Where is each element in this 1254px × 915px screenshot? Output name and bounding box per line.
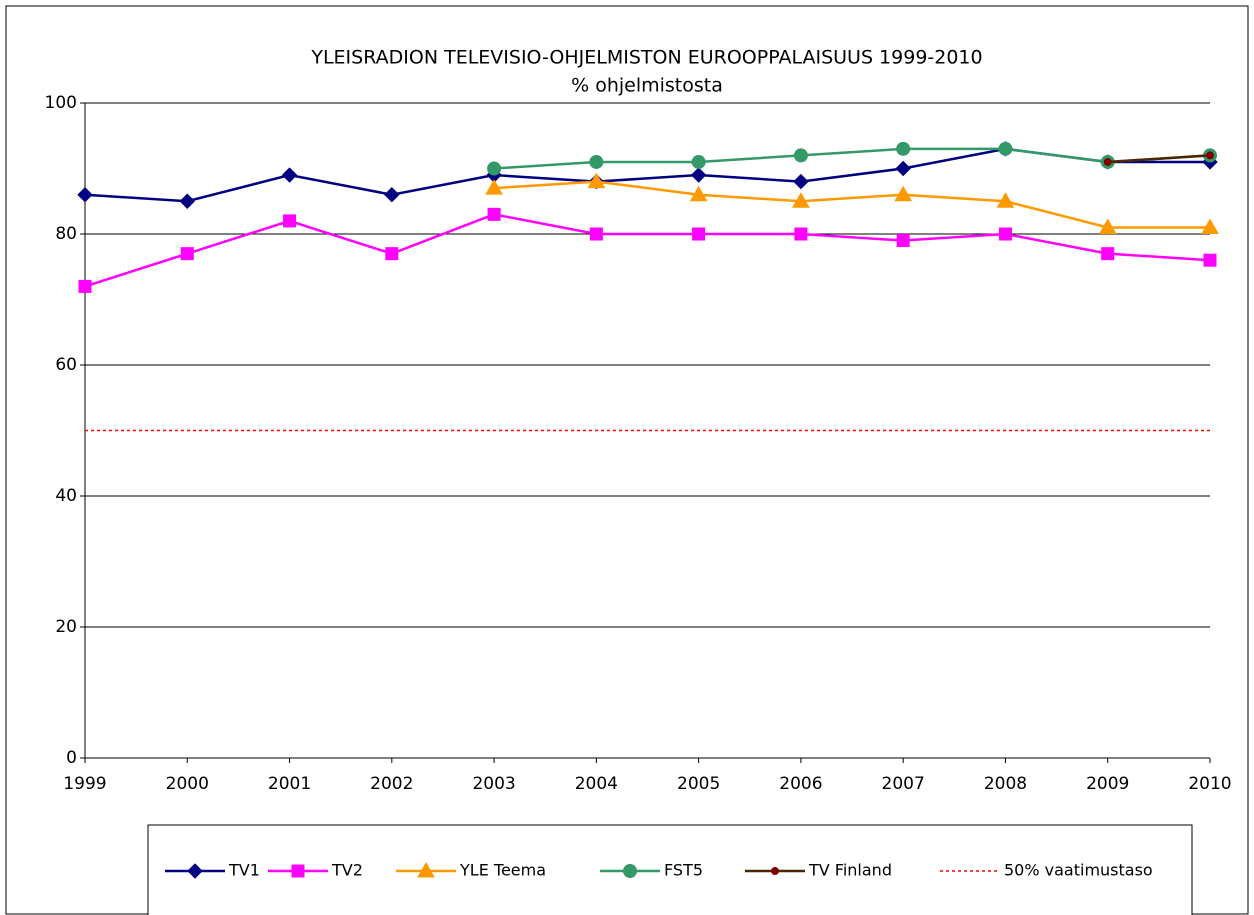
series-line [84, 213, 1211, 288]
marker [180, 247, 194, 261]
series-line [1107, 154, 1211, 164]
x-tick-label: 2001 [268, 774, 311, 794]
marker [793, 173, 809, 190]
legend-label: TV Finland [808, 861, 892, 880]
x-tick-label: 2004 [575, 774, 618, 794]
marker [281, 167, 298, 183]
x-tick-label: 2009 [1086, 774, 1129, 794]
marker [793, 148, 808, 163]
marker [896, 234, 910, 248]
marker [1201, 218, 1219, 234]
x-tick-label: 2008 [984, 774, 1027, 794]
marker [996, 192, 1015, 208]
marker [77, 186, 93, 203]
marker [691, 154, 706, 169]
x-tick-label: 2002 [370, 774, 413, 794]
marker [487, 161, 502, 176]
y-tick-label: 20 [55, 617, 77, 637]
marker [1098, 218, 1117, 234]
marker [487, 207, 501, 221]
marker [589, 154, 604, 169]
marker [895, 160, 911, 177]
marker [385, 247, 399, 261]
legend-label: FST5 [664, 861, 703, 880]
marker [1203, 253, 1217, 267]
marker [998, 227, 1012, 241]
marker [998, 141, 1013, 156]
y-tick-label: 0 [66, 748, 77, 768]
y-tick-label: 100 [45, 93, 77, 113]
marker [1103, 157, 1112, 166]
marker [771, 867, 779, 875]
marker [283, 214, 297, 228]
marker [794, 227, 808, 241]
legend-label: TV2 [331, 861, 363, 880]
marker [78, 279, 92, 293]
marker [485, 179, 503, 195]
series-line [494, 180, 1210, 229]
marker [1206, 151, 1214, 160]
x-tick-label: 2007 [882, 774, 925, 794]
marker [692, 227, 706, 241]
marker [587, 172, 606, 189]
marker [291, 864, 305, 878]
marker [187, 863, 203, 879]
legend-label: TV1 [228, 861, 260, 880]
x-tick-label: 2010 [1188, 774, 1231, 794]
chart-border [5, 5, 1249, 915]
legend-label: YLE Teema [459, 861, 546, 880]
marker [417, 861, 435, 878]
x-tick-label: 2005 [677, 774, 720, 794]
marker [589, 227, 603, 241]
chart-subtitle: % ohjelmistosta [571, 75, 723, 97]
x-tick-label: 2006 [779, 774, 822, 794]
marker [792, 192, 810, 208]
x-tick-label: 1999 [63, 774, 106, 794]
series-line [494, 147, 1211, 170]
legend-label: 50% vaatimustaso [1004, 861, 1153, 880]
y-tick-label: 80 [55, 224, 77, 244]
marker [179, 193, 195, 209]
chart-title: YLEISRADION TELEVISIO-OHJELMISTON EUROOP… [310, 47, 982, 69]
y-tick-label: 40 [55, 486, 77, 506]
x-tick-label: 2000 [166, 774, 209, 794]
marker [894, 185, 913, 202]
marker [1101, 247, 1115, 261]
marker [384, 186, 400, 203]
marker [623, 864, 637, 878]
marker [690, 167, 707, 183]
marker [689, 185, 708, 202]
marker [896, 141, 911, 156]
x-tick-label: 2003 [472, 774, 515, 794]
y-tick-label: 60 [55, 355, 77, 375]
